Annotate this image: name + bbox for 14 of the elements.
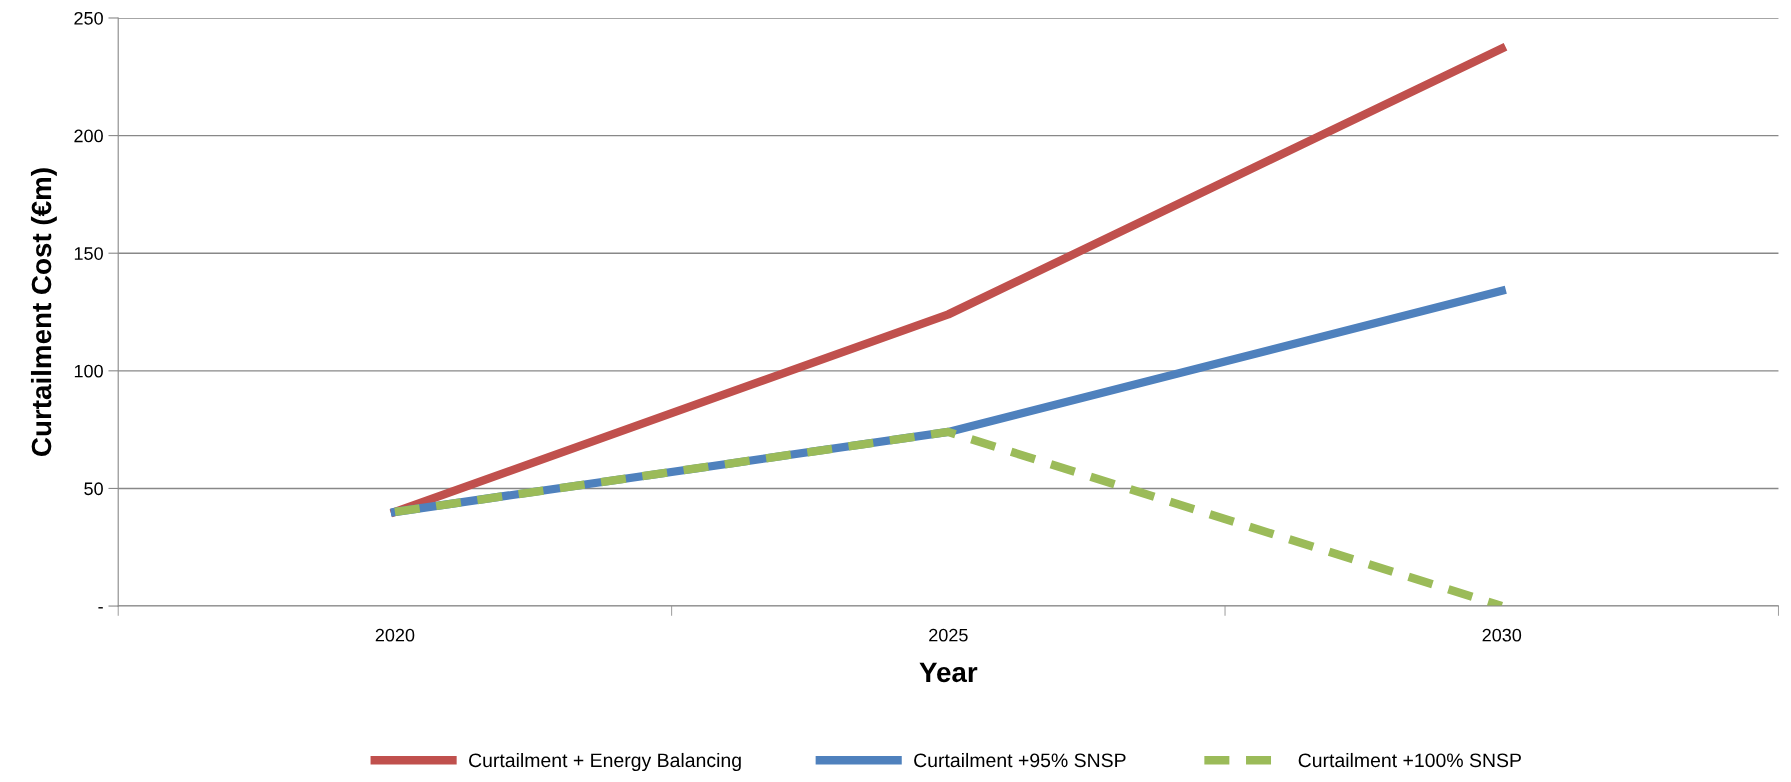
y-tick-label: 50 <box>84 482 103 496</box>
x-tick-label: 2020 <box>375 628 415 642</box>
y-tick-label: 150 <box>74 247 103 260</box>
legend-label: Curtailment +95% SNSP <box>914 752 1126 768</box>
y-tick-label: 250 <box>74 11 103 25</box>
y-tick-label: 100 <box>74 364 103 378</box>
x-tick-label: 2030 <box>1482 628 1522 642</box>
y-tick-label: 200 <box>74 129 103 143</box>
x-axis-title: Year <box>919 662 978 683</box>
y-axis-title: Curtailment Cost (€m) <box>30 168 57 456</box>
legend-label: Curtailment + Energy Balancing <box>469 752 741 772</box>
legend-label: Curtailment +100% SNSP <box>1298 752 1521 768</box>
y-tick-label: - <box>98 607 103 609</box>
x-tick-label: 2025 <box>929 628 968 642</box>
